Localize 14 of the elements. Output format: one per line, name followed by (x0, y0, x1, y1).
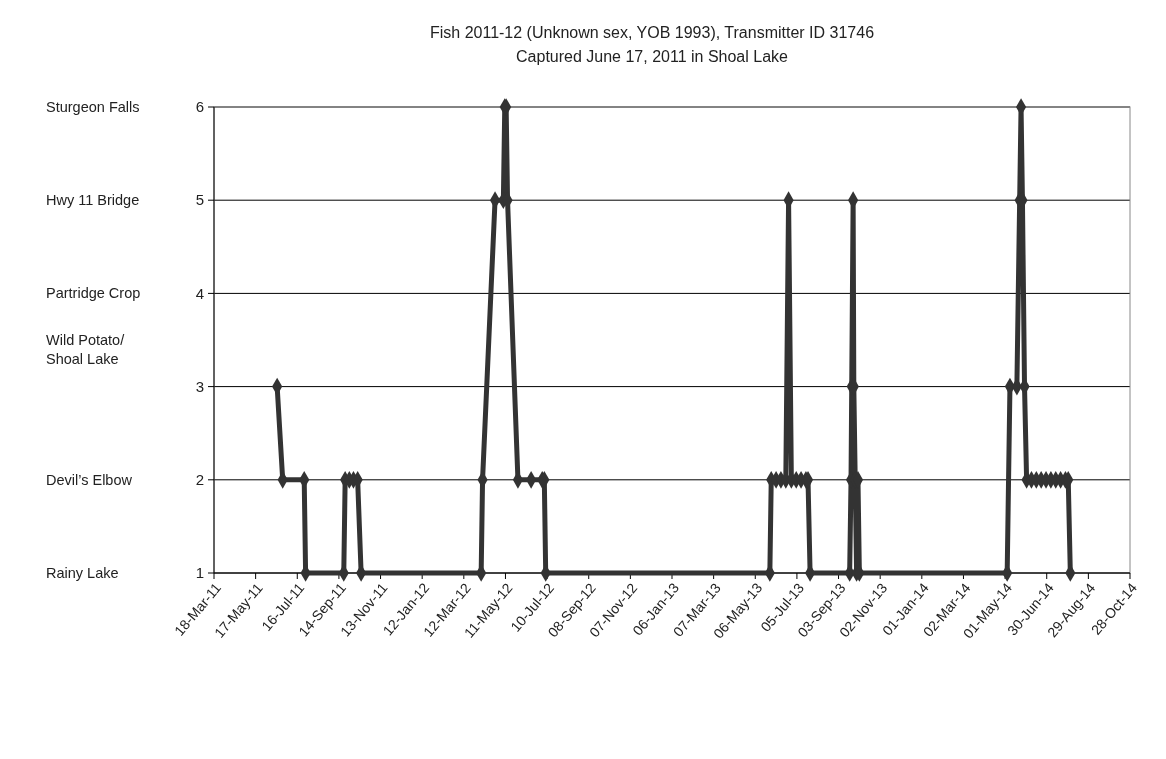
text: Devil’s Elbow (46, 471, 133, 488)
y-tick-label: 6 (195, 98, 204, 116)
text: Rainy Lake (46, 565, 119, 582)
y-tick-label: 2 (195, 471, 204, 489)
text: Sturgeon Falls (46, 99, 140, 116)
text: Wild Potato/ Shoal Lake (46, 332, 126, 367)
y-tick-label: 4 (195, 284, 204, 302)
y-tick-label: 5 (195, 191, 204, 209)
chart-title: Fish 2011-12 (Unknown sex, YOB 1993), Transmitter ID 31746 (429, 24, 875, 41)
chart-subtitle: Captured June 17, 2011 in Shoal Lake (516, 48, 789, 65)
y-tick-label: 1 (195, 564, 204, 582)
text: Partridge Crop (46, 285, 141, 302)
text: Hwy 11 Bridge (46, 192, 140, 209)
y-tick-label: 3 (195, 377, 204, 395)
